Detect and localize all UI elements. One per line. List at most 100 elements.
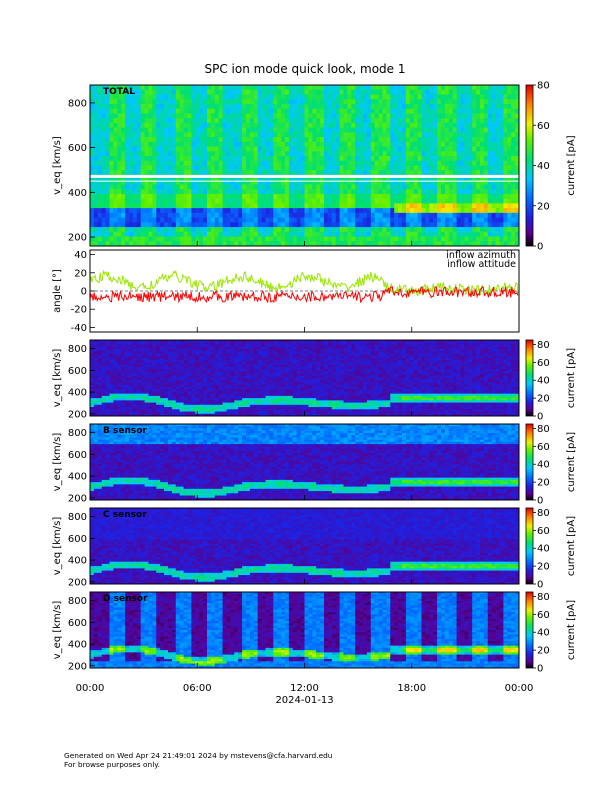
heatmap-cell [187,94,192,100]
heatmap-cell [191,99,196,105]
heatmap-cell [164,118,169,124]
heatmap-cell [374,193,380,200]
heatmap-cell [160,118,165,124]
heatmap-cell [460,184,465,190]
heatmap-cell [179,118,185,124]
heatmap-cell [179,122,185,129]
heatmap-cell [214,89,220,95]
heatmap-cell [140,384,146,388]
heatmap-cell [144,342,149,345]
heatmap-cell [265,193,270,200]
heatmap-cell [265,118,270,124]
heatmap-cell [499,103,504,110]
heatmap-cell [417,146,422,152]
heatmap-cell [257,141,263,148]
heatmap-cell [355,189,360,195]
heatmap-cell [132,146,138,152]
heatmap-cell [210,193,216,200]
heatmap-cell [109,227,114,233]
heatmap-cell [156,386,161,390]
heatmap-cell [121,156,126,162]
heatmap-cell [370,222,376,228]
heatmap-cell [199,241,204,247]
heatmap-cell [101,217,107,223]
heatmap-cell [281,99,286,105]
heatmap-cell [238,151,243,157]
heatmap-cell [179,227,185,233]
heatmap-cell [374,160,380,166]
heatmap-cell [109,364,114,368]
heatmap-cell [238,165,243,171]
heatmap-cell [483,85,489,91]
heatmap-cell [125,85,130,91]
heatmap-cell [125,391,130,395]
heatmap-cell [234,179,239,185]
heatmap-cell [105,407,110,410]
heatmap-cell [109,99,114,105]
heatmap-cell [207,94,212,100]
heatmap-cell [168,89,173,95]
heatmap-cell [144,360,149,363]
heatmap-cell [448,189,454,195]
heatmap-cell [386,127,391,133]
heatmap-cell [347,198,352,204]
heatmap-cell [273,127,278,133]
heatmap-cell [203,231,208,238]
heatmap-cell [171,179,177,185]
heatmap-cell [129,227,134,233]
heatmap-cell [359,179,364,185]
heatmap-cell [148,355,153,359]
colorbar-label: current [pA] [566,135,577,195]
heatmap-cell [175,212,181,219]
heatmap-cell [203,404,208,408]
heatmap-cell [156,389,161,392]
heatmap-cell [234,165,239,171]
heatmap-cell [515,208,520,214]
heatmap-cell [203,360,208,363]
heatmap-cell [394,170,399,176]
heatmap-cell [207,179,212,185]
heatmap-cell [316,127,321,133]
heatmap-cell [304,193,309,200]
heatmap-cell [187,353,192,357]
heatmap-cell [148,409,153,413]
heatmap-cell [117,348,122,352]
heatmap-cell [366,198,372,204]
heatmap-cell [503,208,508,214]
heatmap-cell [191,151,196,157]
heatmap-cell [203,342,208,345]
heatmap-cell [136,227,142,233]
heatmap-cell [499,170,504,176]
heatmap-cell [140,344,146,348]
heatmap-cell [121,373,126,377]
heatmap-cell [195,146,200,152]
heatmap-cell [327,170,333,176]
heatmap-cell [171,400,177,404]
heatmap-cell [366,127,372,133]
heatmap-cell [179,386,185,390]
heatmap-cell [183,236,188,242]
heatmap-cell [210,344,216,348]
heatmap-cell [203,386,208,390]
heatmap-cell [191,89,196,95]
heatmap-cell [273,132,278,138]
heatmap-cell [343,122,348,129]
heatmap-cell [246,241,251,247]
heatmap-cell [441,241,446,247]
heatmap-cell [148,393,153,397]
heatmap-cell [105,360,110,363]
heatmap-cell [125,189,130,195]
heatmap-cell [464,160,469,166]
heatmap-cell [464,189,469,195]
heatmap-cell [199,364,204,368]
heatmap-cell [226,378,231,381]
heatmap-cell [152,160,157,166]
heatmap-cell [378,85,383,91]
heatmap-cell [117,375,122,379]
heatmap-cell [113,160,118,166]
heatmap-cell [164,99,169,105]
heatmap-cell [394,189,399,195]
heatmap-cell [363,108,368,114]
heatmap-cell [464,132,469,138]
heatmap-cell [285,241,290,247]
